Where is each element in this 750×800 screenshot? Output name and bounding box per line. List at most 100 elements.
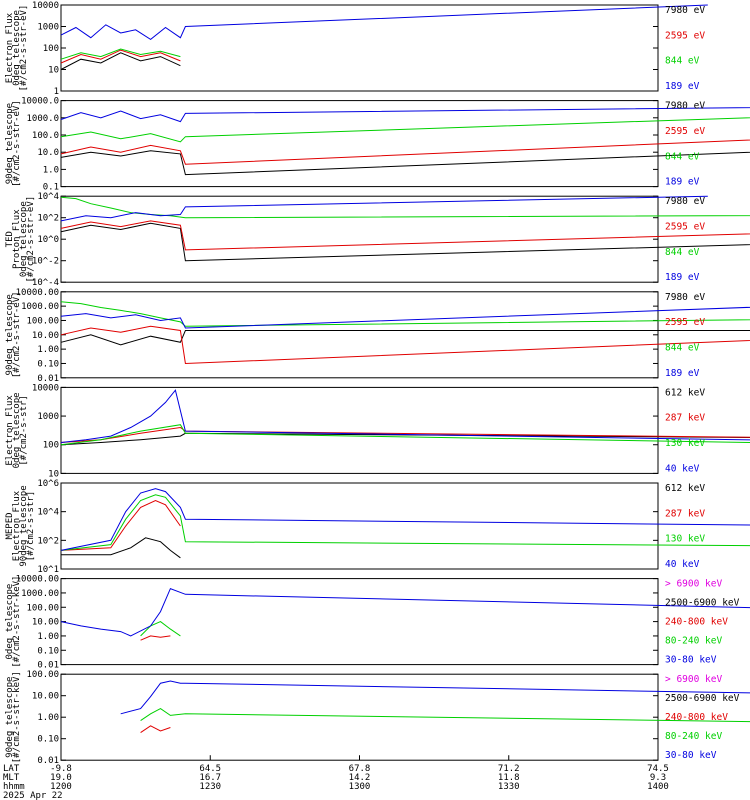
y-tick-label: 0.10 (37, 359, 59, 369)
y-tick-label: 0.10 (37, 646, 59, 656)
x-tick-mlt: 19.0 (50, 773, 72, 783)
legend-entry: 2500-6900 keV (665, 693, 740, 704)
y-axis-label: 0deg telescope (12, 10, 22, 86)
panel-2: 0.1 1.0 10.0 100.0 1000.0 10000.0 90deg telesc… (5, 97, 750, 193)
y-tick-label: 10 (48, 66, 59, 76)
y-tick-label: 1 (54, 87, 59, 97)
series-line (60, 222, 750, 262)
legend-entry: 2595 eV (665, 317, 705, 328)
x-tick-mlt: 14.2 (349, 773, 371, 783)
y-axis-label: 90deg telescope (5, 294, 15, 375)
panel-frame (60, 291, 659, 379)
panel-frame (60, 4, 659, 92)
legend-entry: > 6900 keV (665, 674, 722, 685)
y-tick-label: 10.0 (37, 148, 59, 158)
legend-entry: 287 keV (665, 508, 705, 519)
x-row-label: hhmm (3, 782, 25, 792)
legend-entry: 80-240 keV (665, 731, 722, 742)
legend-entry: 612 keV (665, 483, 705, 494)
legend-entry: 2500-6900 keV (665, 598, 740, 609)
series-line (140, 635, 171, 641)
y-axis-label: Electron Flux (5, 12, 15, 83)
y-axis-label: [#/cm2-s-str-eV] (12, 100, 22, 187)
x-tick-hhmm: 1230 (199, 782, 221, 792)
legend-entry: 40 keV (665, 559, 700, 570)
legend-entry: 7980 eV (665, 292, 705, 303)
legend-entry: 30-80 keV (665, 750, 717, 761)
y-axis-label: 0deg telescope (19, 201, 29, 277)
series-line (60, 494, 750, 551)
y-axis-label: 90deg telescope (19, 485, 29, 566)
y-tick-label: 10^-2 (32, 257, 59, 267)
y-axis-label: 90deg telescope (5, 103, 15, 184)
y-axis-label: 90deg telescope (5, 677, 15, 758)
panel-frame (60, 578, 659, 666)
legend-entry: 130 keV (665, 438, 705, 449)
panel-frame (60, 100, 659, 188)
y-tick-label: 100 (43, 44, 59, 54)
series-line (60, 432, 750, 446)
series-line (60, 330, 750, 346)
legend-entry: 7980 eV (665, 101, 705, 112)
series-line (60, 52, 181, 70)
legend-entry: 7980 eV (665, 196, 705, 207)
x-tick-mlt: 11.8 (498, 773, 520, 783)
x-tick-lat: 67.8 (349, 764, 371, 774)
y-tick-label: 0.01 (37, 374, 59, 384)
series-line (60, 48, 181, 60)
x-tick-mlt: 9.3 (650, 773, 666, 783)
series-line (60, 220, 750, 251)
y-tick-label: 0.10 (37, 735, 59, 745)
legend-entry: 2595 eV (665, 222, 705, 233)
y-tick-label: 10^1 (37, 565, 59, 575)
date-label: 2025 Apr 22 (3, 791, 63, 800)
x-tick-lat: 71.2 (498, 764, 520, 774)
y-tick-label: 10^4 (37, 508, 59, 518)
y-axis-label: Electron Flux (5, 395, 15, 466)
legend-entry: 240-800 keV (665, 712, 728, 723)
legend-entry: 189 eV (665, 368, 700, 379)
series-line (60, 4, 708, 41)
legend-entry: 612 keV (665, 387, 705, 398)
legend-entry: 189 eV (665, 177, 700, 188)
y-axis-label: TED (5, 231, 15, 247)
y-tick-label: 10^6 (37, 479, 59, 489)
series-line (60, 301, 750, 327)
series-line (60, 306, 750, 329)
y-tick-label: 10.00 (32, 618, 59, 628)
x-tick-lat: 74.5 (647, 764, 669, 774)
y-axis-label: [#/cm2-s-str-eV] (26, 196, 36, 283)
legend-entry: 844 eV (665, 151, 700, 162)
legend-entry: 80-240 keV (665, 636, 722, 647)
y-tick-label: 0.01 (37, 661, 59, 671)
series-line (60, 195, 708, 222)
legend-entry: 130 keV (665, 534, 705, 545)
y-tick-label: 0.01 (37, 756, 59, 766)
y-axis-label: Proton Flux (12, 209, 22, 269)
panel-frame (60, 482, 659, 570)
y-tick-label: 1000.00 (21, 302, 59, 312)
legend-entry: 30-80 keV (665, 655, 717, 666)
legend-entry: > 6900 keV (665, 579, 722, 590)
y-tick-label: 1.00 (37, 345, 59, 355)
series-line (60, 389, 750, 443)
x-tick-hhmm: 1300 (349, 782, 371, 792)
series-line (60, 424, 750, 446)
y-tick-label: 1000.0 (26, 114, 59, 124)
y-tick-label: 10000 (32, 1, 59, 11)
y-tick-label: 100.00 (26, 603, 59, 613)
legend-entry: 40 keV (665, 463, 700, 474)
panel-7: 0.01 0.10 1.00 10.00 100.00 1000.00 10000.000d… (5, 575, 750, 671)
y-tick-label: 0.1 (43, 183, 59, 193)
y-axis-label: MEPED (5, 512, 15, 539)
series-line (61, 537, 181, 559)
legend-entry: 7980 eV (665, 5, 705, 16)
y-tick-label: 10^4 (37, 192, 59, 202)
y-tick-label: 100.0 (32, 131, 59, 141)
series-line (120, 680, 750, 715)
legend-entry: 189 eV (665, 81, 700, 92)
series-line (140, 621, 181, 637)
